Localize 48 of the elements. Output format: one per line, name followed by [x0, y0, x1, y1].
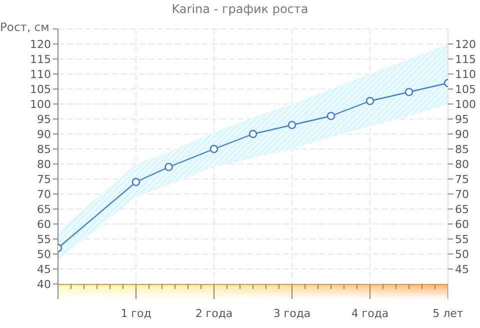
- y-tick-label: 75: [37, 172, 51, 186]
- y2-tick-label: 120: [455, 38, 476, 51]
- y2-tick-label: 45: [455, 262, 469, 276]
- y2-tick-label: 115: [455, 52, 476, 66]
- y2-tick-label: 55: [455, 232, 469, 246]
- point: [288, 120, 296, 130]
- point: [248, 130, 258, 138]
- y-tick-label: 80: [37, 158, 51, 171]
- y2-tick-label: 75: [455, 172, 469, 186]
- y2-tick-label: 100: [455, 98, 476, 111]
- x-tick-label: 1 год: [120, 306, 152, 320]
- y-tick-label: 100: [30, 98, 51, 111]
- y-tick-label: 85: [37, 142, 51, 156]
- y2-tick-label: 50: [455, 248, 469, 261]
- chart-title: Karina - график роста: [170, 2, 310, 16]
- y-tick-label: 105: [30, 82, 51, 96]
- point: [404, 88, 414, 96]
- y2-tick-label: 110: [455, 68, 476, 81]
- point: [326, 112, 336, 120]
- y-tick-label: 50: [37, 248, 51, 261]
- y-tick-label: 90: [37, 128, 51, 141]
- y2-tick-label: 60: [455, 218, 469, 231]
- y-tick-label: 95: [37, 112, 51, 126]
- y-tick-label: 115: [30, 52, 51, 66]
- y2-tick-label: 85: [455, 142, 469, 156]
- y-tick-label: 40: [37, 278, 51, 291]
- y2-tick-label: 105: [455, 82, 476, 96]
- y-tick-label: 60: [37, 218, 51, 231]
- y2-tick-label: 65: [455, 202, 469, 216]
- y-tick-label: 70: [37, 188, 51, 201]
- x-tick-label: 3 года: [273, 306, 311, 320]
- x-tick-label: 4 года: [351, 306, 389, 320]
- y-tick-label: 45: [37, 262, 51, 276]
- x-tick-label: 2 года: [195, 306, 233, 320]
- y2-tick-label: 80: [455, 158, 469, 171]
- point: [210, 144, 218, 154]
- y-tick-label: 110: [30, 68, 51, 81]
- y2-tick-label: 90: [455, 128, 469, 141]
- point: [366, 96, 374, 106]
- point: [164, 162, 173, 172]
- y2-tick-label: 95: [455, 112, 469, 126]
- y2-tick-label: 70: [455, 188, 469, 201]
- y-tick-label: 65: [37, 202, 51, 216]
- y-tick-label: 55: [37, 232, 51, 246]
- x-tick-label: 5 лет: [432, 306, 464, 320]
- y-axis-title: Рост, см: [0, 20, 50, 34]
- y-tick-label: 120: [30, 38, 51, 51]
- point: [132, 178, 140, 186]
